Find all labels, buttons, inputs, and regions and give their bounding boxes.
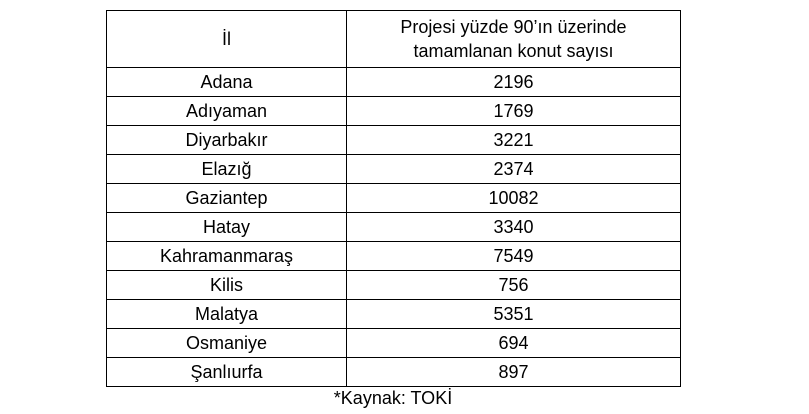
count-cell: 7549 (346, 241, 681, 271)
count-cell: 897 (346, 357, 681, 387)
province-cell: Adıyaman (106, 96, 347, 126)
data-table: İl Projesi yüzde 90’ın üzerinde tamamlan… (106, 10, 681, 387)
header-row: İl Projesi yüzde 90’ın üzerinde tamamlan… (106, 10, 681, 68)
count-cell: 3221 (346, 125, 681, 155)
province-cell: Kahramanmaraş (106, 241, 347, 271)
count-cell: 5351 (346, 299, 681, 329)
province-cell: Hatay (106, 212, 347, 242)
table-row: Adana 2196 (106, 67, 681, 97)
province-cell: Gaziantep (106, 183, 347, 213)
table-row: Şanlıurfa 897 (106, 357, 681, 387)
count-cell: 3340 (346, 212, 681, 242)
header-line: tamamlanan konut sayısı (413, 41, 614, 61)
count-cell: 1769 (346, 96, 681, 126)
province-cell: Osmaniye (106, 328, 347, 358)
count-cell: 694 (346, 328, 681, 358)
province-cell: Malatya (106, 299, 347, 329)
table-body: Adana 2196 Adıyaman 1769 Diyarbakır 3221 Elazı… (106, 67, 681, 387)
header-cell: Projesi yüzde 90’ın üzerinde tamamlanan … (346, 10, 681, 68)
table-row: Kahramanmaraş 7549 (106, 241, 681, 271)
province-cell: Şanlıurfa (106, 357, 347, 387)
table-row: Adıyaman 1769 (106, 96, 681, 126)
header-cell: İl (106, 10, 347, 68)
province-cell: Elazığ (106, 154, 347, 184)
table-row: Elazığ 2374 (106, 154, 681, 184)
count-cell: 10082 (346, 183, 681, 213)
table-row: Malatya 5351 (106, 299, 681, 329)
caption: *Kaynak: TOKİ (333, 388, 453, 408)
table-row: Osmaniye 694 (106, 328, 681, 358)
table-row: Kilis 756 (106, 270, 681, 300)
province-cell: Diyarbakır (106, 125, 347, 155)
province-cell: Adana (106, 67, 347, 97)
table-row: Gaziantep 10082 (106, 183, 681, 213)
count-cell: 2196 (346, 67, 681, 97)
header-line: Projesi yüzde 90’ın üzerinde (400, 17, 627, 37)
count-cell: 2374 (346, 154, 681, 184)
table-row: Hatay 3340 (106, 212, 681, 242)
count-cell: 756 (346, 270, 681, 300)
province-cell: Kilis (106, 270, 347, 300)
table-row: Diyarbakır 3221 (106, 125, 681, 155)
